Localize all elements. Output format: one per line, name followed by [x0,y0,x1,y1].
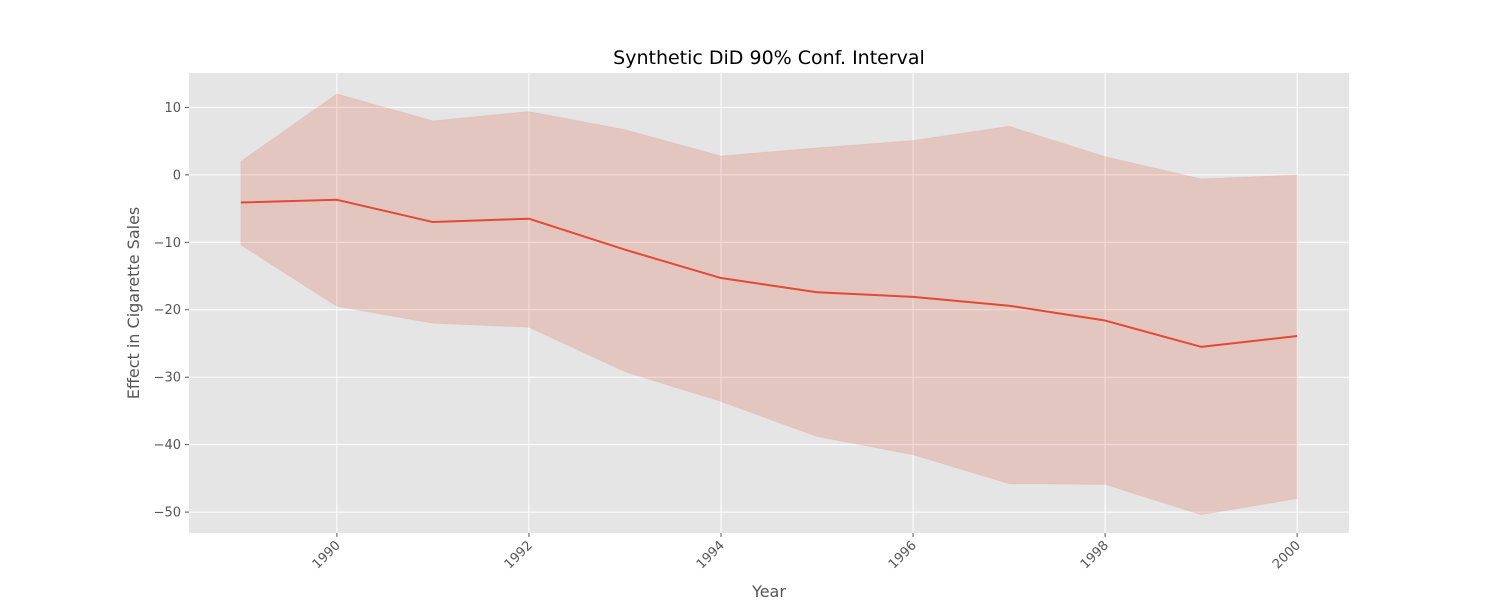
confidence-band-layer [240,93,1298,516]
y-tick-label: 10 [164,101,181,116]
x-tick-label: 1992 [502,538,536,572]
y-tick-label: −50 [154,506,181,521]
y-tick-label: −20 [154,303,181,318]
y-tick-label: 0 [173,168,181,183]
plot-background [189,73,1349,533]
chart-title: Synthetic DiD 90% Conf. Interval [613,47,925,69]
y-tick-label: −30 [154,371,181,386]
x-tick-label: 1996 [886,538,920,572]
effect-line-layer [240,198,1298,348]
x-axis-ticks: 1990 1992 1994 1996 1998 2000 [310,533,1304,572]
x-tick-label: 1994 [694,538,728,572]
y-axis-label: Effect in Cigarette Sales [124,207,143,400]
y-tick-label: −10 [154,236,181,251]
x-tick-label: 1998 [1078,538,1112,572]
confidence-band [240,93,1298,516]
effect-line [240,198,1298,348]
x-axis-label: Year [751,582,786,600]
y-axis-ticks: 10 0 −10 −20 −30 −40 −50 [154,101,189,521]
x-tick-label: 1990 [310,538,344,572]
grid-lines [189,73,1349,533]
y-tick-label: −40 [154,438,181,453]
x-tick-label: 2000 [1270,538,1304,572]
